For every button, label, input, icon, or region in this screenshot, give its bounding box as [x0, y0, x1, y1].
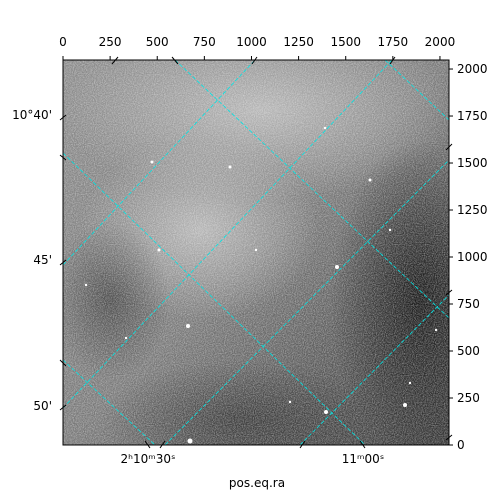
- x-tick-label: 1250: [283, 35, 314, 49]
- x-tick-label: 1500: [330, 35, 361, 49]
- x-tick-label: 1750: [378, 35, 409, 49]
- coordinate-grid: [63, 60, 449, 445]
- x-tick-label: 0: [59, 35, 67, 49]
- x-tick-label: 1000: [236, 35, 267, 49]
- wcs-ticks: [59, 56, 453, 449]
- y-tick-label: 2000: [457, 62, 488, 76]
- x-tick-label: 500: [146, 35, 169, 49]
- image: [63, 60, 449, 445]
- x-tick-label: 2000: [425, 35, 456, 49]
- dec-tick-label: 45': [33, 253, 52, 267]
- y-tick-label: 750: [457, 297, 480, 311]
- x-axis-label: pos.eq.ra: [229, 476, 285, 490]
- y-tick-label: 500: [457, 344, 480, 358]
- x-tick-label: 250: [99, 35, 122, 49]
- y-tick-label: 250: [457, 391, 480, 405]
- y-tick-label: 1000: [457, 250, 488, 264]
- y-tick-label: 1500: [457, 156, 488, 170]
- ra-tick-label: 11ᵐ00ˢ: [342, 452, 385, 466]
- dec-tick-label: 10°40': [12, 108, 52, 122]
- x-tick-label: 750: [193, 35, 216, 49]
- y-tick-label: 0: [457, 438, 465, 452]
- y-tick-label: 1250: [457, 203, 488, 217]
- stars: [84, 126, 438, 444]
- dec-tick-label: 50': [33, 399, 52, 413]
- y-tick-label: 1750: [457, 109, 488, 123]
- frame: [62, 59, 450, 446]
- ra-tick-label: 2ʰ10ᵐ30ˢ: [121, 452, 176, 466]
